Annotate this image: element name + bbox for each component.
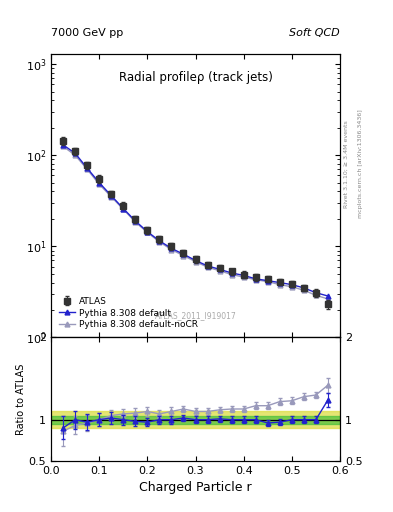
Legend: ATLAS, Pythia 8.308 default, Pythia 8.308 default-noCR: ATLAS, Pythia 8.308 default, Pythia 8.30… xyxy=(55,293,202,333)
Bar xyxy=(51,412,340,428)
Bar xyxy=(51,416,340,424)
Text: Rivet 3.1.10; ≥ 3.4M events: Rivet 3.1.10; ≥ 3.4M events xyxy=(344,120,349,208)
Text: Soft QCD: Soft QCD xyxy=(289,28,340,38)
Y-axis label: Ratio to ATLAS: Ratio to ATLAS xyxy=(16,364,26,435)
Text: mcplots.cern.ch [arXiv:1306.3436]: mcplots.cern.ch [arXiv:1306.3436] xyxy=(358,110,363,218)
Text: Radial profileρ (track jets): Radial profileρ (track jets) xyxy=(119,71,272,84)
Text: ATLAS_2011_I919017: ATLAS_2011_I919017 xyxy=(154,311,237,321)
Text: 7000 GeV pp: 7000 GeV pp xyxy=(51,28,123,38)
X-axis label: Charged Particle r: Charged Particle r xyxy=(139,481,252,494)
